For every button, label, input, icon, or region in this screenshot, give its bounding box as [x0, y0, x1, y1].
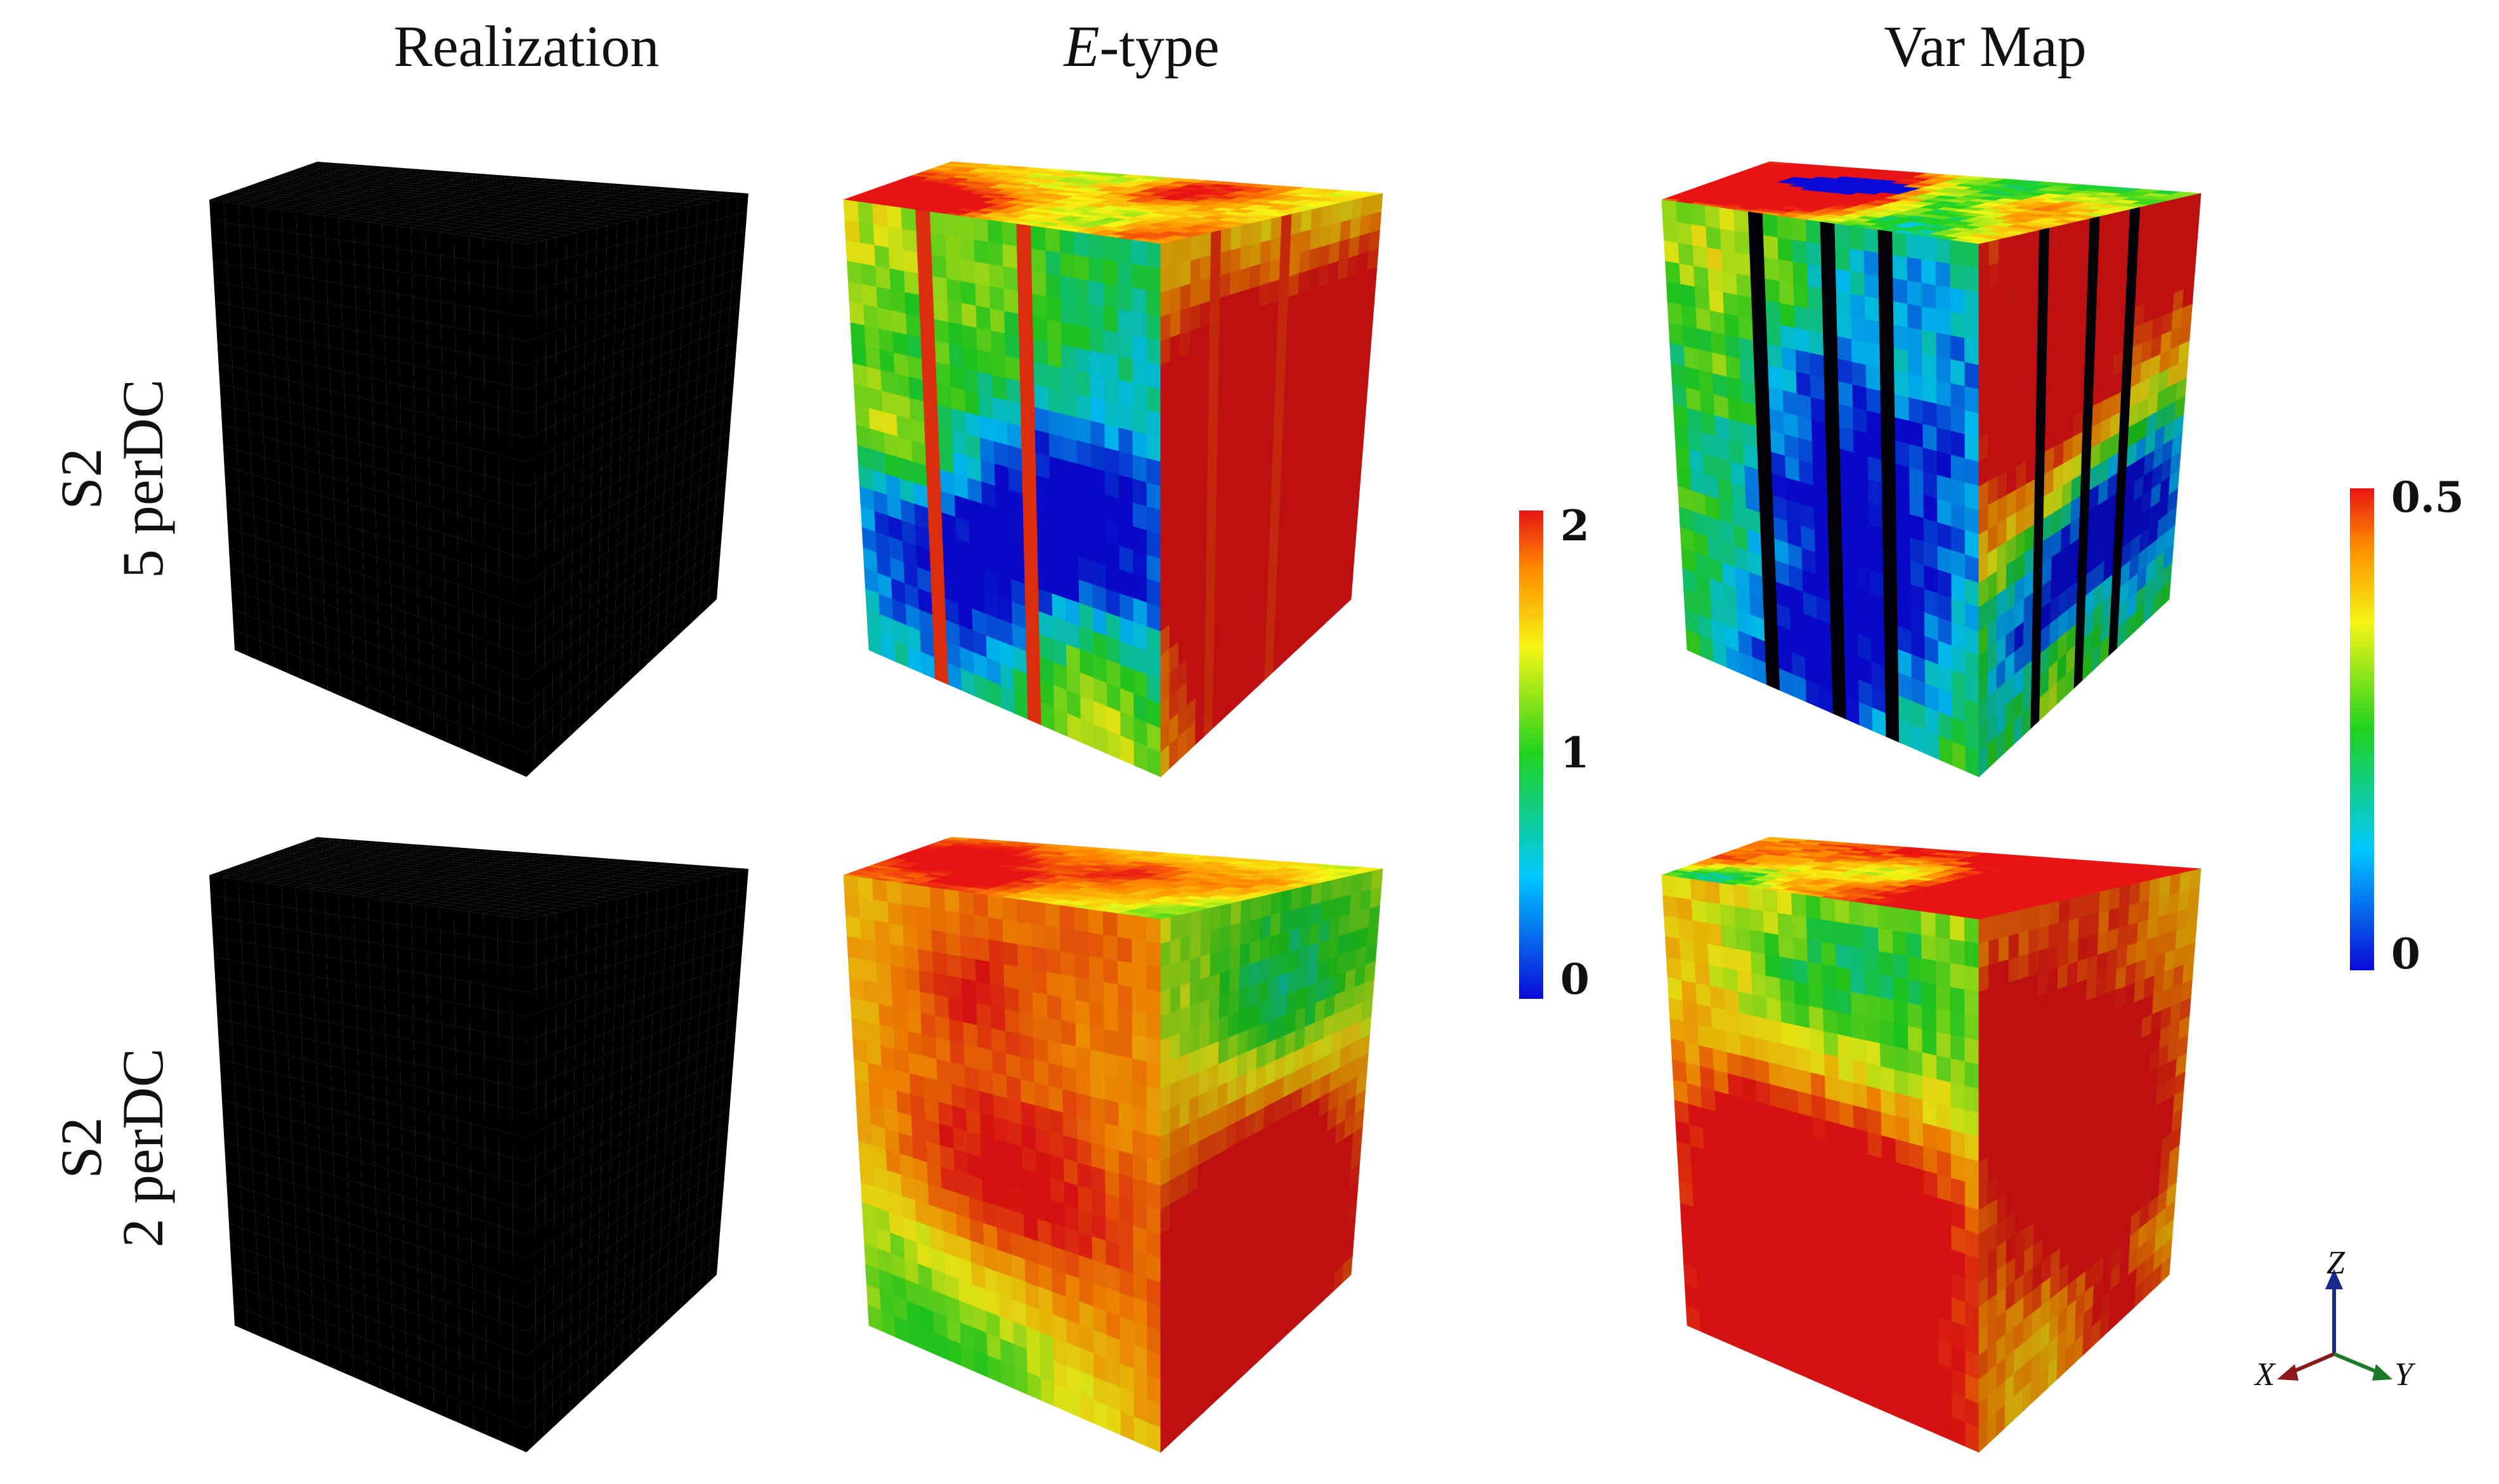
cube-face-right	[1160, 193, 1383, 778]
cube-face-left	[1662, 875, 1980, 1453]
etype-colorbar-min: 0	[1560, 954, 1589, 1004]
cube-face-top	[844, 836, 1383, 920]
cube-face-top	[1662, 836, 2202, 920]
row-label-top-line2: 5 perDC	[110, 379, 175, 579]
y-axis-arrow	[2372, 1364, 2392, 1381]
cube-varmap-2perdc	[1662, 818, 2296, 1465]
cube-realization-5perdc	[209, 143, 844, 790]
varmap-colorbar-max: 0.5	[2391, 472, 2464, 522]
z-axis-label: Z	[2326, 1245, 2345, 1281]
cube-face-top	[209, 162, 748, 244]
cube-face-right	[1978, 193, 2202, 778]
column-title-varmap: Var Map	[1884, 14, 2087, 79]
column-title-realization: Realization	[393, 14, 660, 79]
varmap-colorbar-min: 0	[2391, 929, 2420, 979]
x-axis-label: X	[2255, 1357, 2275, 1393]
row-label-bottom-line2: 2 perDC	[110, 1048, 175, 1248]
cube-face-left	[844, 199, 1161, 778]
cube-face-right	[1978, 868, 2202, 1453]
etype-title-rest: -type	[1099, 14, 1220, 79]
row-label-bottom: S2 2 perDC	[49, 926, 178, 1370]
cube-face-left	[209, 875, 526, 1452]
cube-face-top	[1662, 161, 2202, 245]
cube-etype-2perdc	[844, 818, 1478, 1465]
varmap-colorbar	[2350, 488, 2374, 970]
etype-colorbar-mid: 1	[1560, 728, 1589, 778]
cube-face-left	[844, 875, 1161, 1453]
row-label-top: S2 5 perDC	[49, 257, 178, 701]
row-label-top-line1: S2	[49, 448, 114, 510]
cube-face-left	[209, 200, 526, 777]
etype-title-italic: E	[1064, 14, 1100, 79]
x-axis-line	[2288, 1352, 2335, 1375]
y-axis-line	[2333, 1352, 2381, 1375]
cube-face-top	[844, 161, 1383, 245]
cube-face-right	[526, 869, 748, 1452]
y-axis-label: Y	[2394, 1357, 2413, 1393]
cube-face-right	[1160, 868, 1383, 1453]
cube-realization-2perdc	[209, 818, 844, 1465]
cube-face-left	[1662, 199, 1980, 778]
cube-face-top	[209, 837, 748, 920]
cube-etype-5perdc	[844, 143, 1478, 790]
cube-face-right	[526, 193, 748, 777]
x-axis-arrow	[2277, 1364, 2299, 1381]
column-title-etype: E-type	[856, 13, 1427, 80]
etype-colorbar-max: 2	[1560, 501, 1589, 550]
cube-varmap-5perdc	[1662, 143, 2296, 790]
axes-triad	[2277, 1269, 2392, 1381]
etype-colorbar	[1519, 511, 1543, 999]
z-axis-arrow	[2325, 1269, 2343, 1289]
row-label-bottom-line1: S2	[49, 1117, 114, 1179]
